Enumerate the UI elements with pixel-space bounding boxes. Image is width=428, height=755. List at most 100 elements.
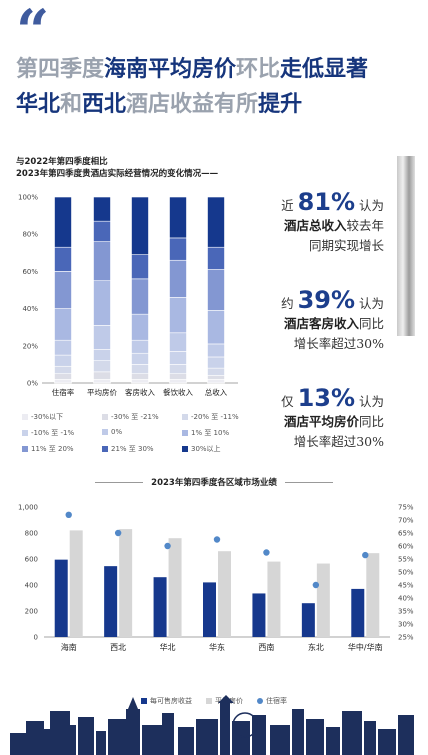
- skyline-building: [306, 719, 324, 755]
- headline-segment: 第四季度: [16, 57, 105, 82]
- skyline-building: [220, 703, 230, 755]
- headline-segment: 提升: [258, 92, 303, 117]
- stat-subject-rest: 同比: [358, 316, 384, 331]
- stacked-bar-segment: [93, 360, 111, 373]
- legend-item: 每可售房收益: [141, 697, 192, 705]
- stacked-bar-segment: [207, 356, 225, 369]
- skyline-building: [378, 729, 396, 755]
- headline-segment: 华北: [16, 92, 61, 117]
- revpar-bar: [301, 603, 315, 637]
- skyline-spire: [218, 695, 234, 703]
- stat-block: 近 81% 认为 酒店总收入较去年 同期实现增长: [281, 190, 384, 256]
- left-y-tick-label: 1,000: [18, 504, 38, 512]
- x-category-label: 东北: [308, 642, 324, 652]
- headline-segment: 西北: [82, 92, 127, 117]
- x-category-label: 客房收入: [125, 387, 155, 397]
- legend-label: 每可售房收益: [150, 697, 192, 705]
- stacked-chart-title-line-2: 2023年第四季度贵酒店实际经营情况的变化情况——: [16, 169, 219, 179]
- stacked-bar-segment: [207, 246, 225, 270]
- stacked-bar-segment: [54, 365, 72, 374]
- decorative-gray-strip: [397, 156, 415, 336]
- legend-item: -30%以下: [22, 412, 63, 422]
- legend-item: -30% 至 -21%: [102, 412, 159, 422]
- x-category-label: 住宿率: [52, 387, 75, 397]
- skyline-building: [142, 725, 162, 755]
- skyline-building: [178, 727, 194, 755]
- adr-bar: [366, 553, 380, 637]
- legend-swatch: [182, 414, 188, 420]
- stacked-bar-segment: [131, 313, 149, 341]
- skyline-building: [162, 713, 174, 755]
- right-y-tick-label: 75%: [398, 504, 414, 512]
- stat-suffix: 认为: [355, 198, 384, 213]
- right-y-tick-label: 70%: [398, 517, 414, 525]
- skyline-building: [342, 711, 362, 755]
- stacked-bar-segment: [54, 373, 72, 380]
- left-y-tick-label: 400: [25, 582, 38, 590]
- stat-subject: 酒店总收入: [283, 218, 347, 233]
- stat-line-1: 约 39% 认为: [281, 288, 384, 314]
- legend-item: 11% 至 20%: [22, 444, 74, 454]
- stat-subject: 酒店客房收入: [283, 316, 359, 331]
- stacked-bar-segment: [131, 339, 149, 354]
- revpar-bar: [54, 559, 68, 637]
- stacked-bar-segment: [131, 352, 149, 365]
- stacked-bar-chart: 0% 20% 40% 60% 80% 100% 住宿率 平均房价 客房收入 餐饮收入 总收入: [18, 194, 238, 397]
- right-y-tick-label: 30%: [398, 621, 414, 629]
- stacked-bar-segment: [207, 196, 225, 248]
- legend-swatch: [22, 414, 28, 420]
- skyline-building: [398, 715, 414, 755]
- stat-suffix: 认为: [355, 296, 384, 311]
- legend-label: -10% 至 -1%: [31, 429, 75, 437]
- occupancy-point: [164, 542, 171, 550]
- headline-segment: 海南平均房价: [104, 57, 237, 82]
- legend-item: 21% 至 30%: [102, 444, 154, 454]
- stat-line-2: 酒店客房收入同比: [281, 314, 384, 334]
- occupancy-point: [263, 549, 270, 556]
- stacked-chart-legend: -30%以下 -30% 至 -21% -20% 至 -11% -10% 至 -1% 0%…: [22, 412, 262, 462]
- headline-line-2: 华北和西北酒店收益有所提升: [16, 90, 302, 120]
- stacked-bar-segment: [169, 373, 187, 380]
- stacked-bar-segment: [207, 269, 225, 311]
- left-y-tick-label: 200: [25, 608, 38, 616]
- legend-label: 1% 至 10%: [191, 429, 230, 437]
- skyline-building: [196, 719, 218, 755]
- legend-swatch: [182, 446, 188, 452]
- y-tick-label: 80%: [22, 231, 38, 239]
- occupancy-point: [65, 511, 72, 518]
- stacked-bar-segment: [131, 196, 149, 255]
- stacked-bar-segment: [93, 378, 111, 384]
- skyline-ferris-wheel: [232, 712, 258, 738]
- skyline-building: [108, 719, 126, 755]
- stacked-bar-segment: [207, 378, 225, 384]
- y-tick-label: 40%: [22, 305, 38, 313]
- skyline-building: [326, 727, 340, 755]
- right-y-tick-label: 50%: [398, 569, 414, 577]
- legend-swatch: [206, 698, 212, 704]
- y-tick-label: 0%: [27, 380, 38, 388]
- legend-label: -30% 至 -21%: [111, 413, 159, 421]
- x-category-label: 餐饮收入: [163, 387, 193, 397]
- legend-swatch: [182, 430, 188, 436]
- x-category-label: 西北: [110, 643, 126, 652]
- x-category-label: 华北: [160, 642, 176, 652]
- stacked-bar-segment: [54, 246, 72, 272]
- stacked-bar-segment: [169, 332, 187, 352]
- stat-line-1: 仅 13% 认为: [281, 386, 384, 412]
- stat-suffix: 认为: [355, 394, 384, 409]
- stat-value: 39%: [297, 286, 356, 314]
- stat-subject-rest: 同比: [358, 414, 384, 429]
- stacked-bar-segment: [54, 308, 72, 341]
- stacked-bar-segment: [93, 371, 111, 380]
- quote-mark: “: [16, 0, 50, 65]
- legend-item: -20% 至 -11%: [182, 412, 239, 422]
- legend-label: -20% 至 -11%: [191, 413, 239, 421]
- legend-swatch: [102, 446, 108, 452]
- adr-bar: [218, 551, 231, 637]
- right-y-tick-label: 40%: [398, 595, 414, 603]
- occupancy-point: [114, 529, 122, 537]
- left-y-tick-label: 600: [25, 556, 38, 564]
- skyline-building: [232, 721, 250, 755]
- stacked-bar-segment: [54, 354, 72, 367]
- adr-bar: [69, 530, 83, 637]
